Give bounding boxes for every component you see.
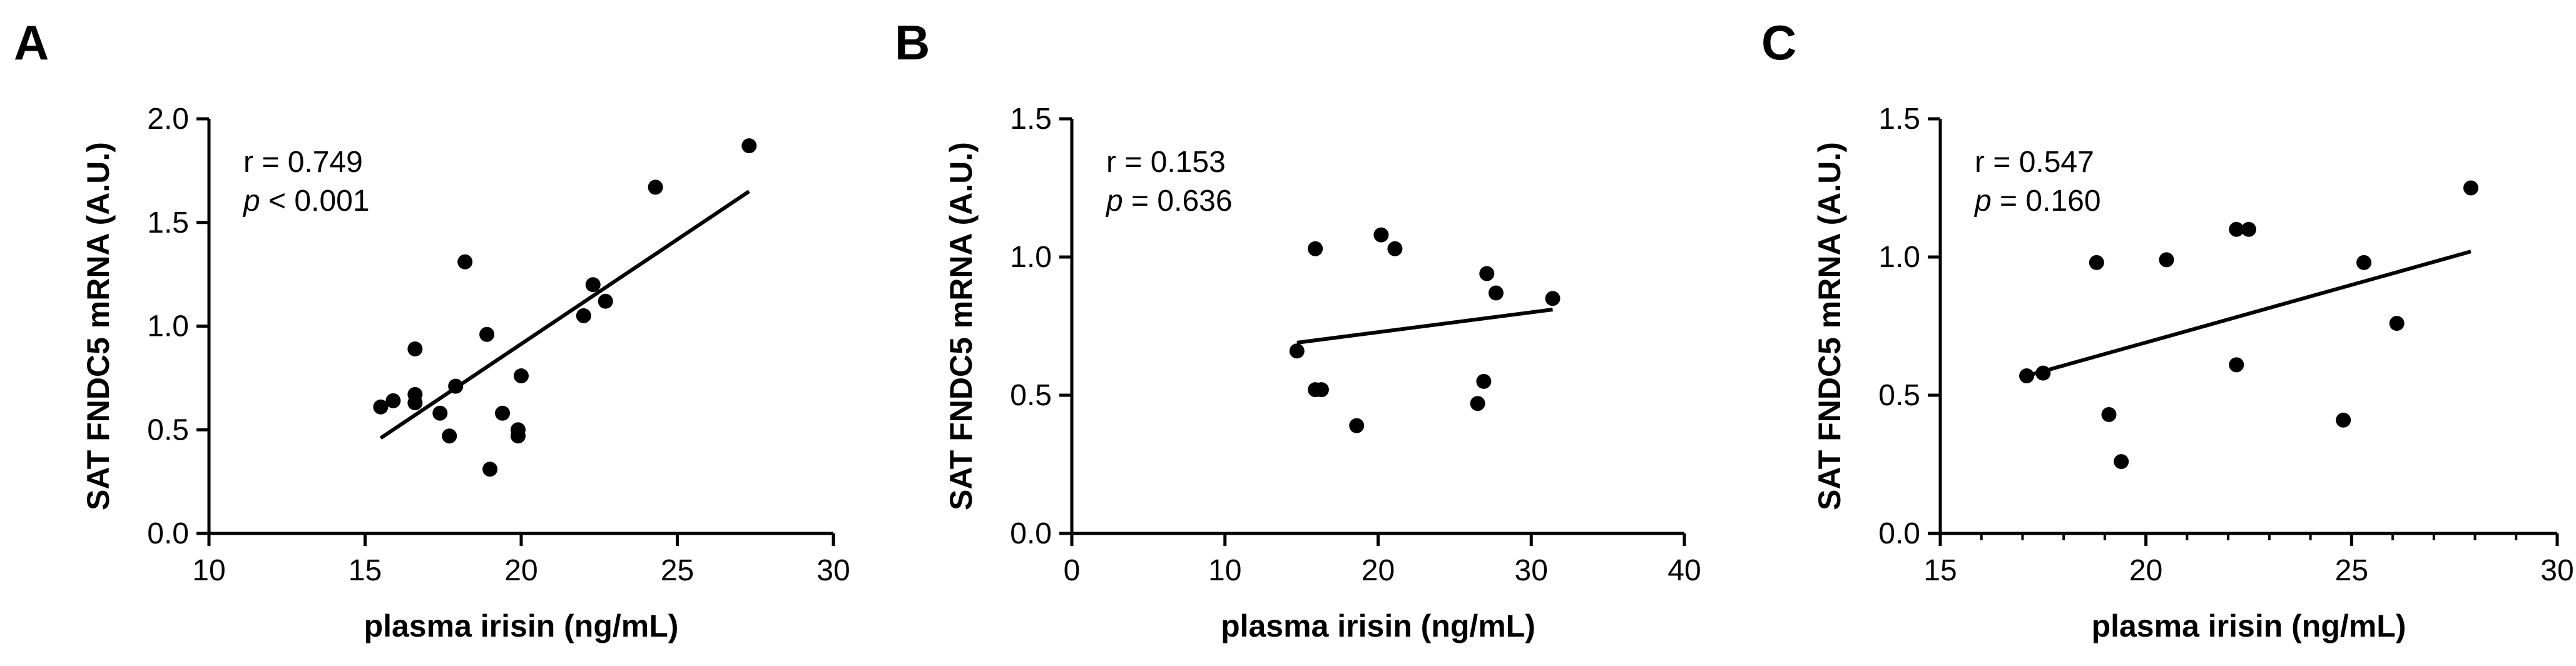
chart-panel-c: C 0.0 0.5 1.0 1.5 15 20 25 30 plasma irisin (ng/m…	[1761, 15, 2574, 643]
x-tick-label: 30	[2540, 554, 2573, 587]
x-tick-label: 25	[2335, 554, 2368, 587]
stat-p-symbol: p	[1105, 184, 1123, 218]
data-point	[2389, 316, 2405, 331]
x-tick-label: 15	[349, 554, 382, 587]
stat-p-symbol: p	[1973, 184, 1992, 218]
stat-p-value: < 0.001	[260, 184, 370, 218]
data-point	[1289, 343, 1305, 359]
panel-letter: C	[1761, 15, 1796, 70]
x-tick-label: 20	[1362, 554, 1395, 587]
data-point	[576, 308, 591, 323]
data-point	[457, 254, 473, 270]
y-axis-title: SAT FNDC5 mRNA (A.U.)	[1812, 142, 1847, 510]
regression-line	[1296, 308, 1553, 345]
data-point	[598, 293, 613, 309]
x-tick-label: 25	[661, 554, 694, 587]
data-point	[1488, 285, 1504, 301]
data-point	[2463, 180, 2478, 196]
y-tick-label: 0.5	[1878, 379, 1920, 412]
stat-p: p < 0.001	[242, 184, 370, 218]
data-point	[648, 179, 663, 195]
y-tick-label: 0.0	[1010, 517, 1052, 550]
data-point	[2035, 365, 2051, 381]
panel-letter: B	[895, 15, 930, 70]
y-tick-label: 2.0	[147, 103, 189, 136]
y-tick-label: 0.5	[147, 413, 189, 447]
data-point	[2089, 255, 2104, 270]
x-tick-label: 15	[1923, 554, 1957, 587]
data-point	[448, 378, 464, 394]
stat-p: p = 0.636	[1105, 184, 1233, 218]
y-tick-label: 1.5	[147, 206, 189, 240]
chart-panel-a: A 0.0 0.5 1.0 1.5 2.0 10 15 20 25 30 plasma irisin …	[14, 15, 850, 643]
regression-line	[379, 189, 750, 440]
y-tick-label: 1.0	[1010, 241, 1052, 274]
y-tick-label: 0.0	[1878, 517, 1920, 550]
x-tick-label: 0	[1064, 554, 1081, 587]
data-point	[511, 428, 526, 444]
y-axis-title: SAT FNDC5 mRNA (A.U.)	[944, 142, 979, 510]
data-point	[1313, 382, 1329, 398]
stat-p-value: = 0.160	[1992, 184, 2101, 218]
data-point	[2019, 368, 2035, 384]
x-tick-label: 20	[2129, 554, 2162, 587]
data-point	[385, 393, 401, 408]
y-tick-label: 0.5	[1010, 379, 1052, 412]
x-axis-title: plasma irisin (ng/mL)	[1221, 608, 1535, 643]
data-point	[2159, 252, 2174, 268]
data-point	[1545, 291, 1560, 306]
data-point	[2336, 412, 2351, 428]
data-point	[1470, 396, 1485, 411]
data-point	[741, 138, 757, 154]
x-tick-label: 40	[1667, 554, 1701, 587]
x-tick-label: 10	[1208, 554, 1241, 587]
stat-p-value: = 0.636	[1123, 184, 1233, 218]
y-tick-label: 1.5	[1878, 103, 1920, 136]
y-axis-title: SAT FNDC5 mRNA (A.U.)	[81, 142, 116, 510]
data-point	[1308, 241, 1323, 256]
data-point	[585, 277, 601, 293]
data-point	[407, 395, 423, 411]
data-point	[373, 399, 389, 415]
data-point	[2229, 357, 2244, 373]
data-point	[2229, 221, 2244, 237]
data-point	[1387, 241, 1403, 256]
data-point	[1373, 227, 1389, 243]
data-point	[2114, 454, 2129, 470]
data-point	[1479, 266, 1495, 281]
stat-p: p = 0.160	[1973, 184, 2101, 218]
data-point	[432, 405, 448, 421]
x-tick-label: 20	[504, 554, 537, 587]
stat-r: r = 0.749	[243, 146, 363, 179]
y-tick-label: 1.5	[1010, 103, 1052, 136]
data-point	[479, 326, 495, 342]
data-point	[495, 405, 511, 421]
x-axis-title: plasma irisin (ng/mL)	[2092, 608, 2406, 643]
data-point	[2101, 406, 2117, 422]
y-tick-label: 0.0	[147, 517, 189, 550]
x-tick-label: 30	[1515, 554, 1548, 587]
data-point	[514, 368, 529, 384]
data-point	[407, 341, 423, 356]
stat-p-symbol: p	[242, 184, 260, 218]
data-point	[442, 428, 457, 444]
data-point	[2356, 255, 2372, 270]
data-point	[1476, 373, 1492, 389]
stat-r: r = 0.153	[1106, 146, 1226, 179]
x-axis-title: plasma irisin (ng/mL)	[364, 608, 679, 643]
data-point	[1349, 418, 1365, 433]
x-tick-label: 10	[192, 554, 225, 587]
panel-letter: A	[14, 15, 49, 70]
chart-panel-b: B 0.0 0.5 1.0 1.5 0 10 20 30 40 plasma irisin (ng/…	[895, 15, 1701, 643]
x-tick-label: 30	[817, 554, 850, 587]
y-tick-label: 1.0	[1878, 241, 1920, 274]
data-point	[2241, 221, 2256, 237]
y-tick-label: 1.0	[147, 310, 189, 343]
data-point	[482, 462, 498, 477]
regression-line	[2026, 250, 2472, 378]
stat-r: r = 0.547	[1975, 146, 2094, 179]
